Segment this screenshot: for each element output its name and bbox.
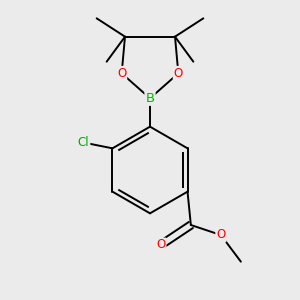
Text: B: B xyxy=(146,92,154,105)
Text: O: O xyxy=(156,238,166,251)
Text: O: O xyxy=(174,67,183,80)
Text: O: O xyxy=(117,67,126,80)
Text: O: O xyxy=(216,229,226,242)
Text: Cl: Cl xyxy=(78,136,89,149)
